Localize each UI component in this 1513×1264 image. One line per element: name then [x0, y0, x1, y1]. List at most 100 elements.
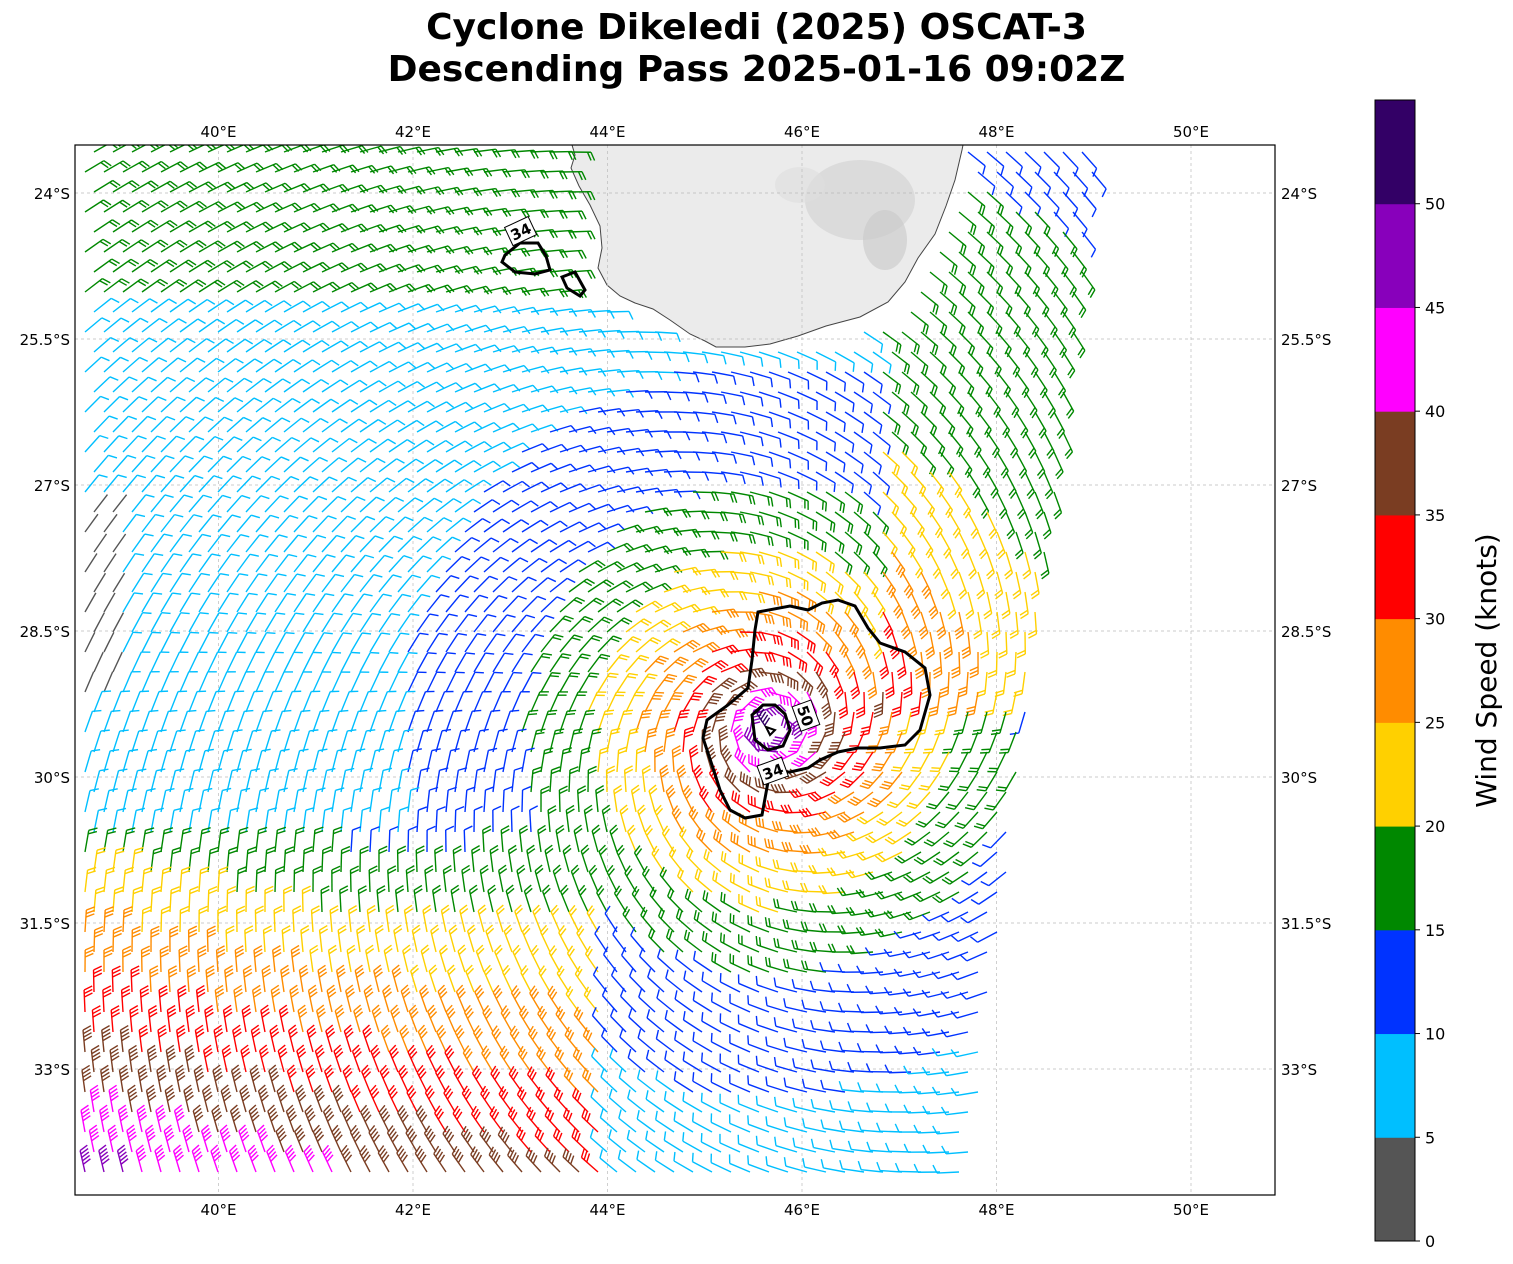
wind-barb-shaft	[160, 200, 181, 213]
wind-barb-flag	[824, 542, 827, 553]
wind-barb-flag	[1070, 245, 1076, 255]
wind-barb-shaft	[834, 351, 855, 364]
wind-barb-flag	[264, 260, 273, 268]
wind-barb-shaft	[1005, 151, 1023, 168]
wind-barb-flag	[388, 360, 397, 368]
wind-barb-flag	[290, 282, 299, 290]
wind-barb-shaft	[464, 207, 487, 213]
wind-barb-shaft	[103, 356, 121, 373]
wind-barb-flag	[1032, 285, 1038, 295]
wind-barb-flag	[523, 365, 531, 373]
wind-barb-shaft	[625, 389, 649, 393]
wind-barb-flag	[1078, 306, 1085, 316]
wind-barb-shaft	[131, 337, 150, 353]
wind-barb-flag	[898, 344, 902, 354]
wind-barb-shaft	[967, 191, 986, 207]
wind-barb-flag	[188, 181, 197, 188]
wind-barb-flag	[236, 279, 245, 287]
wind-barb-flag	[913, 343, 918, 353]
wind-barb-flag	[417, 342, 426, 350]
wind-barb-flag	[436, 381, 445, 389]
wind-barb-shaft	[483, 168, 506, 173]
wind-barb-flag	[425, 246, 433, 254]
wind-barb-flag	[548, 709, 558, 712]
wind-barb-shaft	[122, 199, 143, 213]
wind-barb-shaft	[378, 263, 400, 273]
wind-barb-flag	[961, 326, 966, 336]
wind-barb-flag	[543, 248, 550, 258]
wind-barb-shaft	[1024, 271, 1040, 290]
wind-barb-flag	[581, 250, 587, 259]
wind-barb-flag	[891, 769, 901, 772]
wind-barb-shaft	[1062, 191, 1079, 209]
wind-barb-flag	[543, 287, 550, 297]
wind-barb-shaft	[559, 249, 582, 253]
wind-barb-flag	[732, 375, 737, 385]
wind-barb-shaft	[521, 248, 544, 253]
wind-barb-shaft	[1062, 151, 1079, 169]
wind-barb-flag	[552, 268, 559, 278]
wind-barb-flag	[178, 318, 187, 324]
wind-barb-flag	[1062, 309, 1068, 318]
wind-barb-shaft	[321, 183, 343, 193]
wind-barb-shaft	[179, 396, 197, 413]
wind-barb-flag	[176, 241, 185, 248]
wind-barb-flag	[396, 709, 406, 712]
wind-barb-flag	[157, 241, 166, 248]
wind-barb-shaft	[283, 222, 305, 233]
wind-barb-shaft	[369, 360, 390, 373]
wind-barb-shaft	[359, 145, 382, 153]
wind-barb-shaft	[1053, 371, 1067, 392]
wind-barb-shaft	[597, 369, 620, 373]
wind-barb-flag	[834, 402, 837, 412]
wind-barb-shaft	[454, 147, 477, 153]
wind-barb-shaft	[483, 207, 506, 213]
wind-barb-flag	[1089, 289, 1096, 298]
wind-barb-flag	[359, 340, 368, 348]
wind-barb-flag	[302, 300, 311, 308]
wind-barb-shaft	[217, 358, 236, 373]
wind-barb-flag	[370, 321, 379, 329]
wind-barb-flag	[176, 162, 185, 170]
wind-barb-flag	[227, 181, 236, 189]
wind-barb-shaft	[1081, 231, 1097, 250]
wind-barb-flag	[1008, 267, 1014, 277]
wind-barb-flag	[581, 328, 588, 337]
wind-barb-flag	[369, 360, 378, 367]
wind-barb-flag	[968, 304, 974, 314]
wind-barb-flag	[466, 246, 474, 255]
wind-barb-shaft	[1024, 151, 1042, 168]
wind-barb-flag	[294, 202, 303, 210]
wind-barb-flag	[1031, 410, 1038, 419]
wind-barb-flag	[501, 169, 508, 178]
wind-barb-shaft	[502, 208, 525, 213]
wind-barb-shaft	[226, 299, 246, 313]
wind-barb-shaft	[198, 397, 217, 413]
wind-barb-flag	[166, 261, 175, 268]
wind-barb-flag	[349, 399, 359, 405]
wind-barb-shaft	[331, 399, 351, 413]
wind-barb-flag	[130, 709, 140, 712]
wind-barb-shaft	[521, 789, 524, 813]
wind-barb-shaft	[540, 327, 563, 333]
wind-barb-shaft	[169, 298, 189, 313]
wind-barb-shaft	[350, 204, 373, 213]
wind-barb-shaft	[464, 285, 487, 293]
wind-barb-flag	[321, 340, 330, 347]
wind-barb-flag	[571, 151, 577, 161]
wind-barb-flag	[247, 631, 257, 634]
wind-barb-flag	[619, 369, 625, 378]
wind-barb-shaft	[112, 180, 133, 193]
wind-barb-flag	[1011, 406, 1018, 416]
wind-barb-flag	[195, 729, 205, 732]
wind-barb-flag	[128, 221, 137, 228]
wind-barb-flag	[940, 323, 945, 333]
wind-barb-flag	[387, 166, 395, 175]
wind-barb-flag	[341, 262, 350, 270]
wind-barb-flag	[562, 288, 569, 297]
wind-barb-flag	[953, 265, 958, 275]
wind-barb-shaft	[1053, 211, 1070, 229]
wind-barb-flag	[491, 149, 498, 158]
wind-barb-flag	[1046, 187, 1052, 197]
wind-barb-flag	[135, 145, 140, 148]
